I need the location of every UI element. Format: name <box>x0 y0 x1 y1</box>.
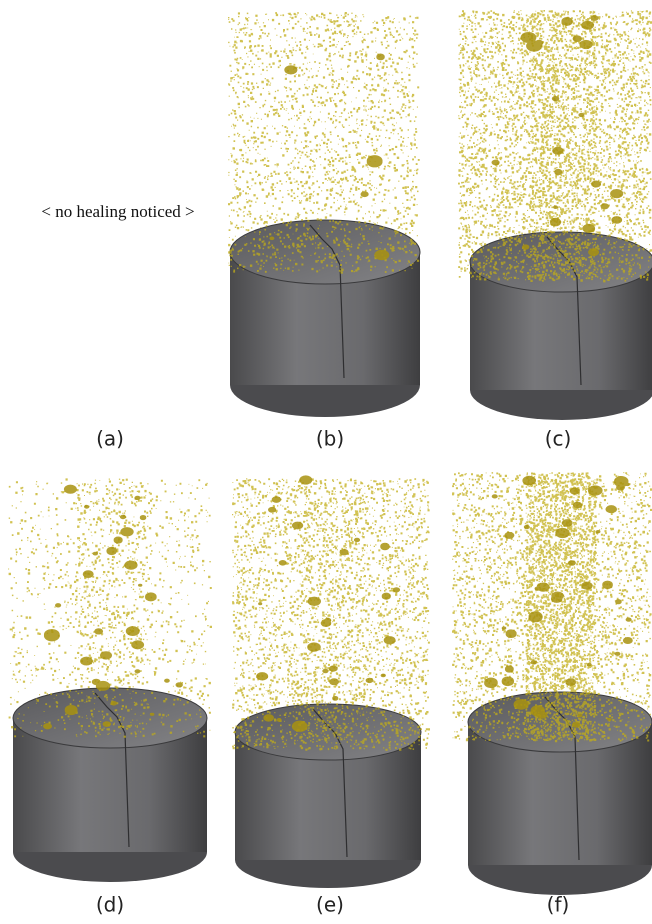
panel-label: (b) <box>316 427 344 451</box>
cylinder-top <box>235 704 421 760</box>
panel: (a) <box>96 427 124 451</box>
cylinder-top <box>230 220 420 284</box>
cylinder-top <box>470 232 652 292</box>
panel: (d) <box>8 478 212 916</box>
panel-label: (f) <box>547 893 570 917</box>
panel: (e) <box>232 475 430 916</box>
panel-label: (a) <box>96 427 124 451</box>
figure: < no healing noticed > (a) (b) (c) (d) (e) (f… <box>0 0 652 924</box>
panel-label: (c) <box>545 427 572 451</box>
panels: (a) (b) (c) (d) (e) (f) <box>8 10 652 917</box>
panel: (f) <box>452 472 652 916</box>
blobs <box>492 15 624 256</box>
panel-label: (e) <box>316 893 344 917</box>
panel-label: (d) <box>96 893 124 917</box>
panel: (c) <box>458 10 652 451</box>
panel-note: < no healing noticed > <box>41 202 194 221</box>
panel: (b) <box>228 12 420 451</box>
